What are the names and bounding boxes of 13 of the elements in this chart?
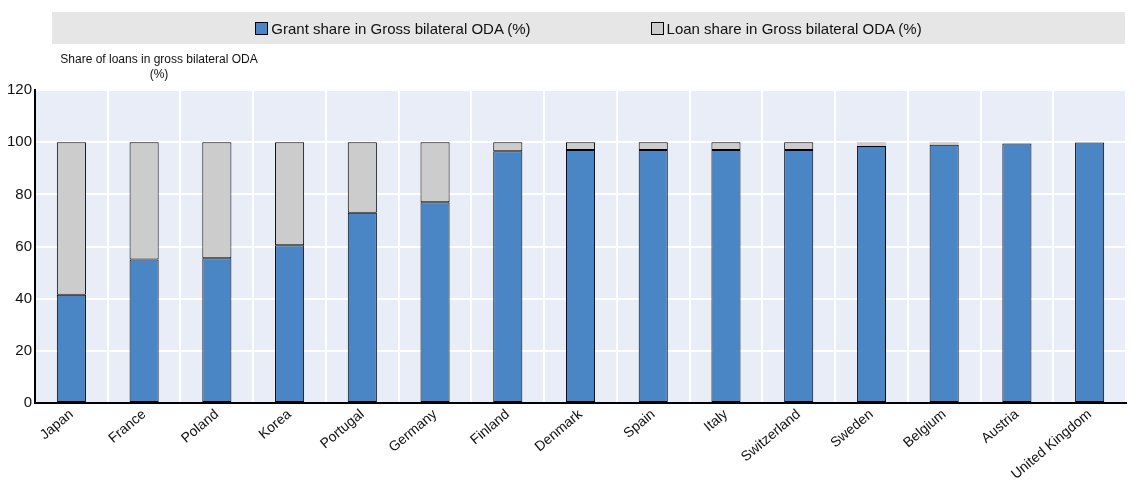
x-tick-label: Italy [700,405,731,435]
bar [929,142,959,145]
y-axis-title: Share of loans in gross bilateral ODA (%) [59,52,259,82]
legend-label: Loan share in Gross bilateral ODA (%) [665,19,922,37]
y-tick-label: 20 [15,341,33,359]
y-tick-label: 120 [7,80,33,98]
legend-label: Grant share in Gross bilateral ODA (%) [270,19,531,37]
y-tick-label: 0 [23,393,33,411]
y-tick-label: 40 [15,288,33,306]
y-tick-label: 60 [15,236,33,254]
bar [856,142,886,147]
y-tick-label: 80 [15,184,33,202]
y-tick-label: 100 [7,132,33,150]
